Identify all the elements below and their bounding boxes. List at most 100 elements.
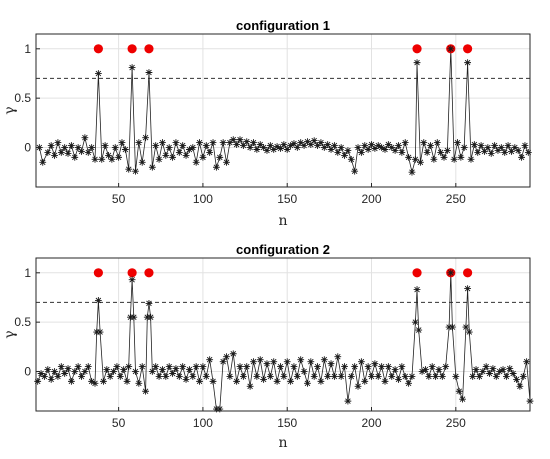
c1-data-point (401, 139, 409, 146)
c1-data-point (331, 142, 338, 149)
c1-data-point (300, 142, 308, 149)
c2-data-point (57, 363, 65, 370)
c2-data-point (479, 368, 487, 375)
c1-data-point (408, 168, 416, 176)
c1-data-point (68, 142, 75, 149)
c1-data-point (344, 147, 352, 154)
c2-data-point (347, 373, 355, 380)
c2-data-point (253, 373, 261, 380)
c2-data-point (307, 358, 315, 366)
c2-data-point (513, 376, 520, 383)
c1-data-point (280, 141, 288, 148)
c2-data-point (51, 368, 58, 375)
c1-data-point (101, 142, 109, 149)
c2-marker-point (144, 268, 154, 278)
c1-data-point (357, 149, 365, 156)
c1-data-point (413, 59, 421, 67)
c2-data-point (165, 363, 173, 370)
c1-data-point (169, 153, 176, 161)
c2-data-point (196, 377, 203, 385)
c1-data-point (521, 142, 529, 149)
c1-data-point (229, 136, 237, 144)
c1-data-point (253, 146, 261, 153)
c1-data-point (47, 142, 55, 149)
c2-x-tick-label: 100 (193, 416, 213, 430)
c2-data-point (226, 373, 234, 380)
c2-data-point (233, 377, 241, 385)
c2-data-point (378, 363, 386, 370)
c2-data-point (435, 366, 443, 373)
c2-data-point (405, 379, 413, 387)
c2-data-point (71, 368, 79, 375)
c2-data-point (236, 363, 244, 370)
c2-data-point (172, 365, 180, 372)
c2-data-point (344, 397, 352, 405)
c2-data-point (304, 379, 311, 387)
c2-data-point (465, 328, 473, 336)
c1-data-point (236, 136, 244, 144)
c1-data-point (314, 142, 321, 149)
c2-data-point (209, 377, 217, 385)
c1-data-point (213, 163, 220, 171)
c1-data-point (457, 153, 465, 161)
c1-data-point (364, 146, 372, 153)
c1-data-point (81, 134, 89, 142)
c1-data-point (310, 137, 318, 145)
c2-data-point (464, 285, 472, 292)
c1-data-point (273, 143, 281, 150)
c2-data-point (273, 377, 281, 385)
c2-data-point (290, 363, 298, 370)
c2-data-point (96, 328, 104, 336)
c2-data-point (506, 365, 514, 372)
c1-data-point (283, 146, 291, 153)
c2-series-line (37, 272, 531, 410)
c1-data-point (132, 167, 139, 175)
c2-data-point (78, 373, 85, 380)
c1-data-point (398, 149, 406, 156)
c2-data-point (260, 376, 268, 383)
c1-data-point (433, 139, 441, 146)
c2-data-point (496, 368, 504, 375)
c1-data-point (192, 158, 200, 166)
c1-data-point (368, 141, 375, 148)
c2-data-point (280, 373, 288, 380)
c2-data-point (401, 373, 409, 380)
c1-data-point (196, 139, 203, 146)
c2-data-point (37, 370, 45, 377)
c2-marker-point (412, 268, 422, 278)
c1-data-point (491, 142, 498, 149)
c2-data-point (103, 366, 111, 373)
c1-data-point (162, 152, 170, 159)
c1-x-tick-label: 150 (277, 192, 297, 206)
c1-data-point (98, 155, 106, 163)
c1-data-point (39, 158, 47, 166)
c2-data-point (263, 360, 271, 368)
c1-data-point (391, 147, 399, 154)
c2-marker-point (463, 268, 473, 278)
c1-data-point (94, 70, 102, 77)
c1-data-point (145, 69, 153, 76)
c2-data-point (142, 387, 149, 395)
c1-data-point (172, 139, 180, 146)
c2-x-axis-label: n (278, 435, 287, 451)
c1-data-point (78, 148, 85, 155)
c1-marker-point (463, 44, 473, 54)
c2-data-point (324, 373, 332, 380)
c2-marker-point (127, 268, 137, 278)
c2-data-point (202, 373, 210, 380)
c1-data-point (64, 150, 72, 157)
c2-data-point (413, 286, 421, 293)
c2-data-point (486, 370, 493, 377)
c1-data-point (239, 142, 247, 149)
c1-data-point (209, 139, 217, 146)
c2-data-point (206, 356, 214, 364)
c2-data-point (391, 366, 399, 373)
c1-data-point (361, 142, 369, 149)
c1-data-point (443, 147, 451, 154)
c2-data-point (283, 358, 291, 366)
c2-data-point (132, 368, 139, 375)
c1-data-point (108, 155, 116, 163)
c2-data-point (398, 363, 406, 370)
c1-data-point (142, 134, 149, 142)
